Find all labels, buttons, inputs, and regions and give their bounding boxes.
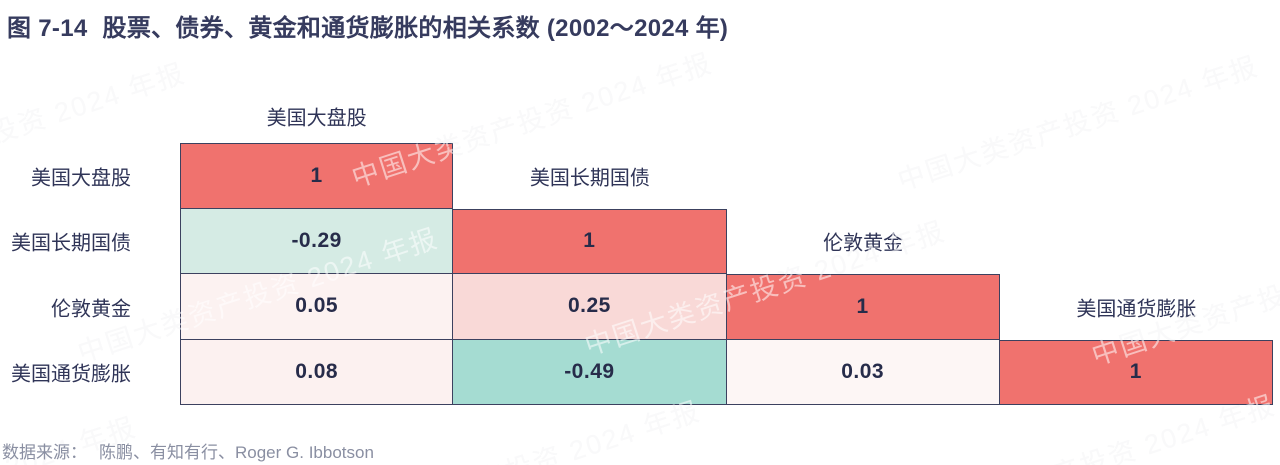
data-source-label: 数据来源： (2, 443, 87, 462)
matrix-cell-r2c0: 0.05 (180, 274, 454, 340)
row-label-3: 美国通货膨胀 (11, 363, 131, 386)
matrix-cell-r2c1: 0.25 (453, 274, 727, 340)
chart-title-text: 股票、债券、黄金和通货膨胀的相关系数 (2002～2024 年) (102, 15, 729, 42)
figure-number: 图 7-14 (7, 15, 88, 42)
row-label-2: 伦敦黄金 (51, 298, 131, 321)
column-header-2: 伦敦黄金 (823, 232, 904, 255)
matrix-cell-r3c1: -0.49 (453, 339, 727, 405)
data-source-text: 陈鹏、有知有行、Roger G. Ibbotson (99, 443, 374, 462)
data-source: 数据来源： 陈鹏、有知有行、Roger G. Ibbotson (2, 438, 374, 463)
column-header-0: 美国大盘股 (266, 107, 367, 130)
matrix-cell-r1c0: -0.29 (180, 208, 454, 274)
matrix-cell-r3c3: 1 (999, 339, 1273, 405)
chart-title: 图 7-14 股票、债券、黄金和通货膨胀的相关系数 (2002～2024 年) (7, 8, 728, 43)
row-label-1: 美国长期国债 (11, 232, 131, 255)
matrix-cell-r2c2: 1 (726, 274, 1000, 340)
row-label-0: 美国大盘股 (31, 167, 131, 190)
matrix-cell-r1c1: 1 (453, 208, 727, 274)
matrix-cell-r3c2: 0.03 (726, 339, 1000, 405)
matrix-cell-r0c0: 1 (180, 143, 454, 209)
column-header-3: 美国通货膨胀 (1076, 298, 1197, 321)
matrix-cell-r3c0: 0.08 (180, 339, 454, 405)
column-header-1: 美国长期国债 (529, 167, 650, 190)
